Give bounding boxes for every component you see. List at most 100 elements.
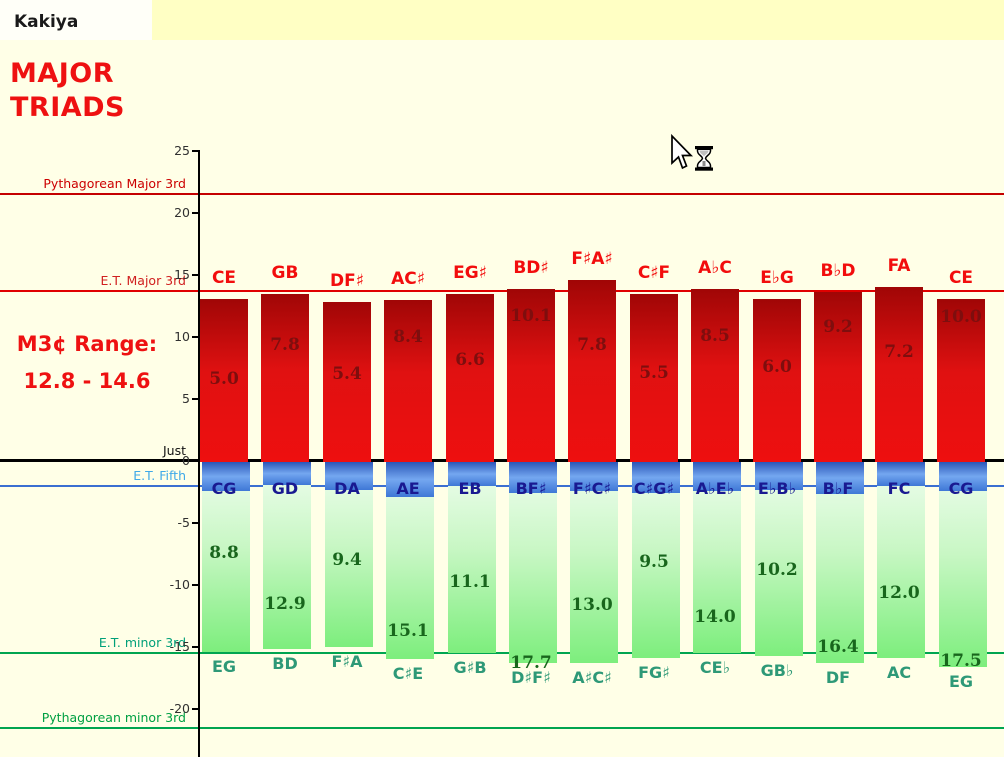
minor-third-value: 17.7	[510, 653, 552, 673]
major-third-bar	[507, 289, 555, 462]
major-third-value: 10.1	[510, 306, 552, 326]
major-third-bar	[200, 299, 248, 462]
minor-third-bar	[632, 462, 680, 658]
fifth-bar	[570, 462, 618, 491]
major-third-bar	[568, 280, 616, 462]
major-third-value: 5.5	[639, 363, 669, 383]
y-tick	[192, 522, 199, 524]
y-tick	[192, 646, 199, 648]
minor-third-label: D♯F♯	[511, 668, 551, 687]
minor-third-value: 12.0	[878, 583, 920, 603]
major-third-value: 6.0	[762, 357, 792, 377]
fifth-bar	[325, 462, 373, 490]
minor-third-bar	[755, 462, 803, 656]
minor-third-value: 10.2	[756, 560, 798, 580]
fifth-bar	[263, 462, 311, 485]
minor-third-value: 16.4	[817, 637, 859, 657]
fifth-bar	[386, 462, 434, 497]
workbook-title: Kakiya	[14, 12, 79, 32]
major-third-bar	[753, 299, 801, 462]
major-third-label: CE	[211, 268, 237, 288]
major-third-bar	[937, 299, 985, 462]
major-third-label: CE	[948, 268, 974, 288]
major-third-value: 6.6	[455, 350, 485, 370]
fifth-bar	[939, 462, 987, 491]
fifth-bar	[448, 462, 496, 486]
minor-third-label: EG	[948, 672, 974, 691]
minor-third-bar	[325, 462, 373, 647]
minor-third-label: EG	[211, 657, 237, 676]
major-third-label: E♭G	[760, 268, 794, 288]
minor-third-bar	[693, 462, 741, 653]
chart-title-line2: TRIADS	[10, 92, 126, 123]
reference-line	[0, 459, 1004, 462]
major-third-bar	[261, 294, 309, 462]
fifth-label: F♯C♯	[572, 479, 612, 498]
m3-range-label: M3¢ Range:	[16, 332, 158, 356]
reference-line-label: Pythagorean minor 3rd	[41, 710, 186, 725]
minor-third-label: BD	[272, 654, 298, 673]
minor-third-bar	[570, 462, 618, 663]
minor-third-label: FG♯	[638, 663, 670, 682]
header-left-strip	[0, 0, 152, 40]
fifth-bar	[816, 462, 864, 494]
major-third-label: C♯F	[637, 263, 671, 283]
fifth-bar	[509, 462, 557, 493]
minor-third-label: CE♭	[699, 658, 731, 677]
busy-cursor-icon	[671, 134, 713, 171]
minor-third-label: A♯C♯	[572, 668, 612, 687]
reference-line	[0, 193, 1004, 195]
minor-third-bar	[202, 462, 250, 652]
fifth-label: A♭E♭	[695, 479, 735, 498]
major-third-value: 7.8	[270, 335, 300, 355]
y-tick	[192, 584, 199, 586]
reference-line-label: E.T. Major 3rd	[100, 273, 186, 288]
minor-third-label: F♯A	[331, 652, 363, 671]
minor-third-bar	[816, 462, 864, 663]
reference-line-label: Just	[162, 443, 186, 458]
y-tick	[192, 398, 199, 400]
major-third-label: BD♯	[513, 258, 549, 278]
major-third-bar	[814, 292, 862, 462]
fifth-label: C♯G♯	[633, 479, 675, 498]
minor-third-bar	[509, 462, 557, 663]
y-tick-label: -5	[177, 515, 190, 530]
reference-line	[0, 485, 1004, 487]
fifth-label: BF♯	[515, 479, 547, 498]
reference-line	[0, 727, 1004, 729]
reference-line-label: E.T. Fifth	[133, 468, 186, 483]
major-third-label: GB	[271, 263, 299, 283]
fifth-bar	[202, 462, 250, 491]
fifth-label: EB	[458, 479, 482, 498]
y-tick-label: 15	[174, 267, 190, 282]
major-third-label: B♭D	[820, 261, 856, 281]
major-third-bar	[323, 302, 371, 462]
fifth-label: E♭B♭	[757, 479, 797, 498]
minor-third-value: 8.8	[209, 543, 239, 563]
fifth-label: CG	[948, 479, 974, 498]
fifth-label: AE	[396, 479, 420, 498]
major-third-bar	[384, 300, 432, 462]
minor-third-value: 14.0	[694, 607, 736, 627]
y-tick	[192, 460, 199, 462]
major-third-value: 7.8	[577, 335, 607, 355]
header-highlight-band	[152, 0, 1004, 40]
fifth-bar	[632, 462, 680, 493]
major-third-bar	[875, 287, 923, 462]
fifth-label: CG	[211, 479, 237, 498]
major-third-value: 5.0	[209, 369, 239, 389]
major-third-value: 9.2	[823, 317, 853, 337]
major-third-label: DF♯	[330, 271, 364, 291]
major-third-label: FA	[887, 256, 911, 276]
y-tick	[192, 708, 199, 710]
major-third-label: F♯A♯	[571, 249, 613, 269]
y-tick	[192, 212, 199, 214]
y-tick-label: 20	[174, 205, 190, 220]
minor-third-label: G♯B	[453, 658, 487, 677]
reference-line	[0, 290, 1004, 292]
minor-third-label: C♯E	[392, 664, 424, 683]
fifth-bar	[693, 462, 741, 491]
major-third-label: A♭C	[698, 258, 732, 278]
minor-third-label: DF	[825, 668, 851, 687]
